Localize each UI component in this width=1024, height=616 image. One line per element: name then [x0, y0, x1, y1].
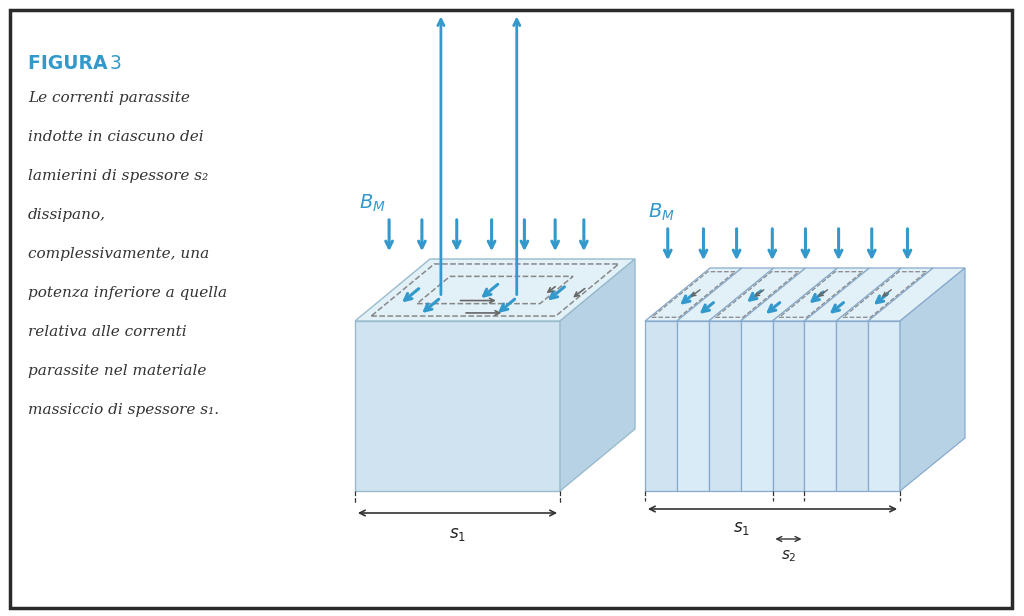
- Polygon shape: [740, 321, 772, 491]
- Text: potenza inferiore a quella: potenza inferiore a quella: [28, 286, 227, 300]
- Text: parassite nel materiale: parassite nel materiale: [28, 364, 207, 378]
- Polygon shape: [677, 321, 709, 491]
- Polygon shape: [772, 321, 805, 491]
- Polygon shape: [837, 268, 933, 321]
- Polygon shape: [805, 268, 901, 321]
- Polygon shape: [805, 321, 837, 491]
- Text: 3: 3: [110, 54, 122, 73]
- Text: FIGURA: FIGURA: [28, 54, 114, 73]
- Text: $s_1$: $s_1$: [449, 525, 466, 543]
- Polygon shape: [772, 268, 869, 321]
- Text: $B_M$: $B_M$: [648, 201, 675, 223]
- Polygon shape: [645, 321, 677, 491]
- Polygon shape: [645, 268, 741, 321]
- Text: dissipano,: dissipano,: [28, 208, 106, 222]
- Polygon shape: [868, 268, 965, 321]
- Text: $s_1$: $s_1$: [733, 519, 751, 537]
- Text: relativa alle correnti: relativa alle correnti: [28, 325, 186, 339]
- Text: $B_M$: $B_M$: [358, 193, 385, 214]
- Polygon shape: [677, 268, 774, 321]
- Polygon shape: [740, 268, 838, 321]
- Polygon shape: [868, 321, 900, 491]
- Polygon shape: [709, 268, 806, 321]
- Polygon shape: [900, 268, 965, 491]
- Text: $s_2$: $s_2$: [780, 548, 797, 564]
- Polygon shape: [355, 259, 635, 321]
- Polygon shape: [837, 321, 868, 491]
- Text: lamierini di spessore s₂: lamierini di spessore s₂: [28, 169, 208, 183]
- Polygon shape: [355, 321, 560, 491]
- Polygon shape: [709, 321, 740, 491]
- Polygon shape: [560, 259, 635, 491]
- Text: Le correnti parassite: Le correnti parassite: [28, 91, 189, 105]
- Text: complessivamente, una: complessivamente, una: [28, 247, 209, 261]
- Text: indotte in ciascuno dei: indotte in ciascuno dei: [28, 130, 204, 144]
- Text: massiccio di spessore s₁.: massiccio di spessore s₁.: [28, 403, 219, 417]
